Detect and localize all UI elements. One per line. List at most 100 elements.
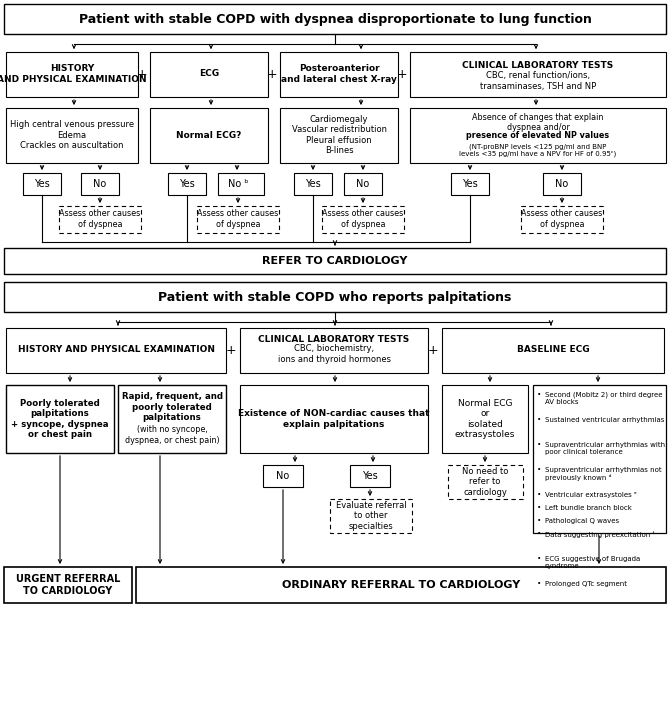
Bar (59, 206, 141, 233)
Text: Normal ECG
or
isolated
extrasystoles: Normal ECG or isolated extrasystoles (455, 399, 515, 439)
Bar (4, 4, 666, 34)
Bar (136, 567, 666, 603)
Text: (NT-proBNP levels <125 pg/ml and BNP
levels <35 pg/ml have a NPV for HF of 0.95ᶜ: (NT-proBNP levels <125 pg/ml and BNP lev… (460, 143, 616, 157)
Bar (330, 499, 412, 533)
Text: Rapid, frequent, and
poorly tolerated
palpitations: Rapid, frequent, and poorly tolerated pa… (121, 392, 222, 422)
Text: Posteroanterior
and lateral chest X-ray: Posteroanterior and lateral chest X-ray (281, 64, 397, 84)
Text: CBC, renal function/ions,
transaminases, TSH and NP: CBC, renal function/ions, transaminases,… (480, 72, 596, 91)
Text: •: • (537, 417, 541, 423)
Text: Assess other causes
of dyspnea: Assess other causes of dyspnea (322, 209, 403, 229)
Text: Poorly tolerated
palpitations
+ syncope, dyspnea
or chest pain: Poorly tolerated palpitations + syncope,… (11, 399, 109, 439)
Text: Supraventricular arrhythmias with poor clinical tolerance: Supraventricular arrhythmias with poor c… (545, 442, 665, 455)
Text: HISTORY AND PHYSICAL EXAMINATION: HISTORY AND PHYSICAL EXAMINATION (17, 345, 214, 355)
Text: CBC, biochemistry,
ions and thyroid hormones: CBC, biochemistry, ions and thyroid horm… (277, 345, 391, 364)
Bar (23, 173, 61, 195)
Text: Yes: Yes (34, 179, 50, 189)
Text: HISTORY
AND PHYSICAL EXAMINATION: HISTORY AND PHYSICAL EXAMINATION (0, 64, 147, 84)
Text: URGENT REFERRAL
TO CARDIOLOGY: URGENT REFERRAL TO CARDIOLOGY (16, 574, 120, 596)
Text: Existence of NON-cardiac causes that
explain palpitations: Existence of NON-cardiac causes that exp… (239, 409, 429, 429)
Text: No ᵇ: No ᵇ (228, 179, 249, 189)
Bar (350, 465, 390, 487)
Text: Ventricular extrasystoles ᵉ: Ventricular extrasystoles ᵉ (545, 492, 637, 498)
Bar (4, 282, 666, 312)
Text: Data suggesting preexcitation ᶠ: Data suggesting preexcitation ᶠ (545, 531, 655, 538)
Text: +: + (137, 67, 147, 81)
Text: Assess other causes
of dyspnea: Assess other causes of dyspnea (198, 209, 279, 229)
Text: Assess other causes
of dyspnea: Assess other causes of dyspnea (60, 209, 141, 229)
Text: No: No (276, 471, 289, 481)
Bar (442, 385, 528, 453)
Text: Patient with stable COPD who reports palpitations: Patient with stable COPD who reports pal… (158, 290, 512, 303)
Text: Normal ECG?: Normal ECG? (176, 131, 242, 139)
Bar (240, 385, 428, 453)
Text: Patient with stable COPD with dyspnea disproportionate to lung function: Patient with stable COPD with dyspnea di… (78, 12, 592, 26)
Bar (442, 328, 664, 373)
Text: Yes: Yes (362, 471, 378, 481)
Text: presence of elevated NP values: presence of elevated NP values (466, 132, 610, 141)
Text: Absence of changes that explain: Absence of changes that explain (472, 114, 604, 122)
Text: Second (Mobitz 2) or third degree AV blocks: Second (Mobitz 2) or third degree AV blo… (545, 392, 663, 405)
Bar (533, 385, 666, 533)
Text: Assess other causes
of dyspnea: Assess other causes of dyspnea (521, 209, 602, 229)
Bar (6, 385, 114, 453)
Text: +: + (397, 67, 407, 81)
Bar (240, 328, 428, 373)
Bar (344, 173, 382, 195)
Bar (294, 173, 332, 195)
Text: Yes: Yes (305, 179, 321, 189)
Text: ECG: ECG (199, 69, 219, 79)
Bar (197, 206, 279, 233)
Bar (521, 206, 603, 233)
Text: •: • (537, 442, 541, 448)
Bar (280, 108, 398, 163)
Text: •: • (537, 581, 541, 587)
Bar (118, 385, 226, 453)
Text: (with no syncope,
dyspnea, or chest pain): (with no syncope, dyspnea, or chest pain… (125, 425, 219, 445)
Text: No: No (356, 179, 370, 189)
Text: •: • (537, 505, 541, 511)
Bar (322, 206, 404, 233)
Text: CLINICAL LABORATORY TESTS: CLINICAL LABORATORY TESTS (259, 335, 409, 343)
Text: +: + (226, 343, 237, 357)
Text: +: + (427, 343, 438, 357)
Bar (218, 173, 264, 195)
Text: ORDINARY REFERRAL TO CARDIOLOGY: ORDINARY REFERRAL TO CARDIOLOGY (282, 580, 520, 590)
Text: High central venous pressure
Edema
Crackles on auscultation: High central venous pressure Edema Crack… (10, 120, 134, 150)
Text: Evaluate referral
to other
specialties: Evaluate referral to other specialties (336, 501, 406, 531)
Bar (543, 173, 581, 195)
Text: •: • (537, 556, 541, 562)
Text: Supraventricular arrhythmias not previously known ᵈ: Supraventricular arrhythmias not previou… (545, 467, 662, 481)
Bar (6, 52, 138, 97)
Text: No need to
refer to
cardiology: No need to refer to cardiology (462, 467, 508, 497)
Text: •: • (537, 518, 541, 524)
Text: •: • (537, 492, 541, 498)
Text: •: • (537, 531, 541, 537)
Bar (410, 108, 666, 163)
Bar (451, 173, 489, 195)
Bar (6, 328, 226, 373)
Text: CLINICAL LABORATORY TESTS: CLINICAL LABORATORY TESTS (462, 61, 614, 71)
Text: Left bundle branch block: Left bundle branch block (545, 505, 632, 511)
Text: No: No (555, 179, 569, 189)
Text: •: • (537, 392, 541, 398)
Bar (410, 52, 666, 97)
Text: Yes: Yes (179, 179, 195, 189)
Text: dyspnea and/or: dyspnea and/or (507, 122, 570, 132)
Bar (4, 248, 666, 274)
Bar (280, 52, 398, 97)
Bar (150, 108, 268, 163)
Text: ECG suggestive of Brugada syndrome: ECG suggestive of Brugada syndrome (545, 556, 641, 569)
Text: Yes: Yes (462, 179, 478, 189)
Text: Pathological Q waves: Pathological Q waves (545, 518, 619, 524)
Bar (6, 108, 138, 163)
Bar (150, 52, 268, 97)
Bar (168, 173, 206, 195)
Bar (81, 173, 119, 195)
Text: Sustained ventricular arrhythmias: Sustained ventricular arrhythmias (545, 417, 665, 423)
Text: BASELINE ECG: BASELINE ECG (517, 345, 590, 355)
Bar (4, 567, 132, 603)
Bar (263, 465, 303, 487)
Text: No: No (93, 179, 107, 189)
Text: Cardiomegaly
Vascular redistribution
Pleural effusion
B-lines: Cardiomegaly Vascular redistribution Ple… (291, 115, 387, 155)
Text: Prolonged QTc segment: Prolonged QTc segment (545, 581, 627, 587)
